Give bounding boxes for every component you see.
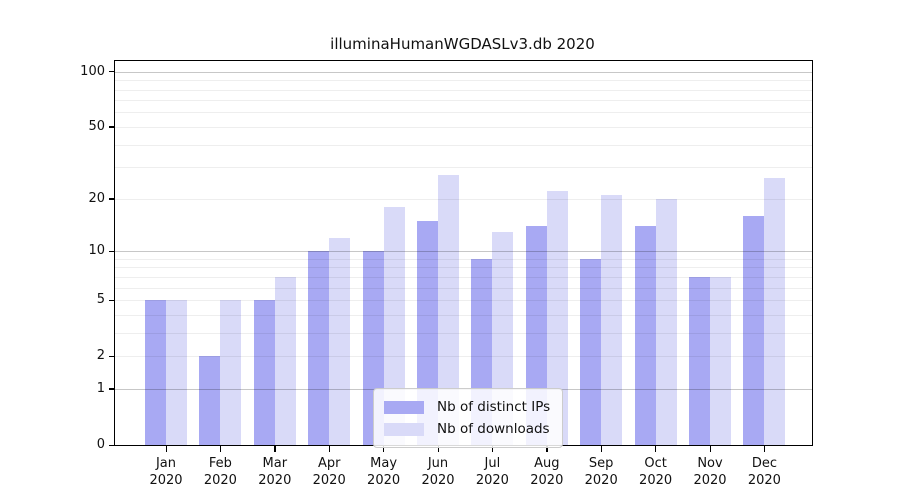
y-axis-tick xyxy=(109,299,115,301)
minor-gridline xyxy=(115,167,812,169)
x-axis-tick xyxy=(437,446,439,452)
minor-gridline xyxy=(115,258,812,260)
y-axis-tick xyxy=(109,126,115,128)
legend-label-downloads: Nb of downloads xyxy=(437,421,550,437)
x-axis-tick xyxy=(491,446,494,452)
x-axis-tick xyxy=(383,446,385,452)
minor-gridline xyxy=(115,126,812,128)
minor-gridline xyxy=(115,198,812,200)
major-gridline xyxy=(115,71,812,73)
x-tick-label: Nov 2020 xyxy=(693,456,727,488)
x-tick-label: Jan 2020 xyxy=(149,456,183,488)
legend-row-downloads: Nb of downloads xyxy=(384,418,550,440)
legend-swatch-downloads xyxy=(384,422,424,436)
bar-distinct-ips-nov xyxy=(689,276,710,445)
y-axis-tick xyxy=(109,355,115,357)
minor-gridline xyxy=(115,89,812,91)
minor-gridline xyxy=(115,112,812,114)
legend-swatch-distinct-ips xyxy=(384,400,424,414)
bar-distinct-ips-feb xyxy=(199,356,221,445)
minor-gridline xyxy=(115,100,812,102)
minor-gridline xyxy=(115,80,812,82)
bar-distinct-ips-apr xyxy=(308,251,330,445)
x-axis-tick xyxy=(709,446,711,452)
chart-title: illuminaHumanWGDASLv3.db 2020 xyxy=(330,35,595,53)
x-axis-tick xyxy=(600,446,602,452)
y-axis-tick xyxy=(109,250,115,252)
minor-gridline xyxy=(115,144,812,146)
bar-distinct-ips-mar xyxy=(253,300,275,445)
bar-downloads-oct xyxy=(655,198,677,445)
legend-row-distinct-ips: Nb of distinct IPs xyxy=(384,396,550,418)
plot-area: Nb of distinct IPs Nb of downloads 0 1 2 5 1… xyxy=(80,60,813,488)
x-tick-label: May 2020 xyxy=(367,456,401,488)
x-tick-label: Jun 2020 xyxy=(421,456,455,488)
y-axis-tick xyxy=(109,388,115,390)
y-axis-tick xyxy=(109,444,115,446)
bar-downloads-apr xyxy=(329,237,351,445)
x-axis-tick xyxy=(219,446,222,452)
x-axis-tick xyxy=(328,446,330,452)
x-tick-label: Jul 2020 xyxy=(475,456,509,488)
bar-distinct-ips-sep xyxy=(580,258,602,445)
bar-downloads-nov xyxy=(710,276,731,445)
y-tick-label: 1 xyxy=(96,380,105,396)
bar-distinct-ips-dec xyxy=(743,215,765,445)
x-tick-label: Aug 2020 xyxy=(530,456,564,488)
bar-downloads-may xyxy=(383,206,405,445)
x-tick-label: Mar 2020 xyxy=(258,456,292,488)
bar-downloads-jun xyxy=(438,175,459,445)
y-tick-label: 20 xyxy=(88,190,105,206)
x-tick-label: Feb 2020 xyxy=(203,456,237,488)
x-axis-tick xyxy=(165,446,167,452)
x-tick-label: Apr 2020 xyxy=(312,456,346,488)
legend: Nb of distinct IPs Nb of downloads xyxy=(373,388,564,448)
x-tick-label: Sep 2020 xyxy=(584,456,618,488)
y-tick-label: 2 xyxy=(96,348,105,364)
bar-distinct-ips-jan xyxy=(145,300,166,445)
bar-downloads-mar xyxy=(274,276,296,445)
x-tick-label: Dec 2020 xyxy=(747,456,781,488)
bar-downloads-aug xyxy=(546,191,568,445)
x-tick-label: Oct 2020 xyxy=(639,456,673,488)
major-gridline xyxy=(115,251,812,253)
x-axis-tick xyxy=(546,446,548,452)
y-tick-label: 10 xyxy=(88,243,105,259)
y-axis-tick xyxy=(109,71,115,73)
bar-downloads-dec xyxy=(764,178,786,445)
bar-downloads-feb xyxy=(220,300,242,445)
x-axis-tick xyxy=(655,446,657,452)
bar-downloads-sep xyxy=(601,194,623,445)
bar-downloads-jan xyxy=(166,300,187,445)
y-axis-tick xyxy=(109,198,115,200)
y-tick-label: 100 xyxy=(80,63,105,79)
y-tick-label: 5 xyxy=(96,292,105,308)
x-axis-tick xyxy=(763,446,766,452)
y-tick-label: 0 xyxy=(96,437,105,452)
x-axis-tick xyxy=(274,446,276,452)
y-tick-label: 50 xyxy=(88,118,105,134)
bar-distinct-ips-oct xyxy=(634,225,656,445)
legend-label-distinct-ips: Nb of distinct IPs xyxy=(437,399,551,415)
minor-gridline xyxy=(115,267,812,269)
